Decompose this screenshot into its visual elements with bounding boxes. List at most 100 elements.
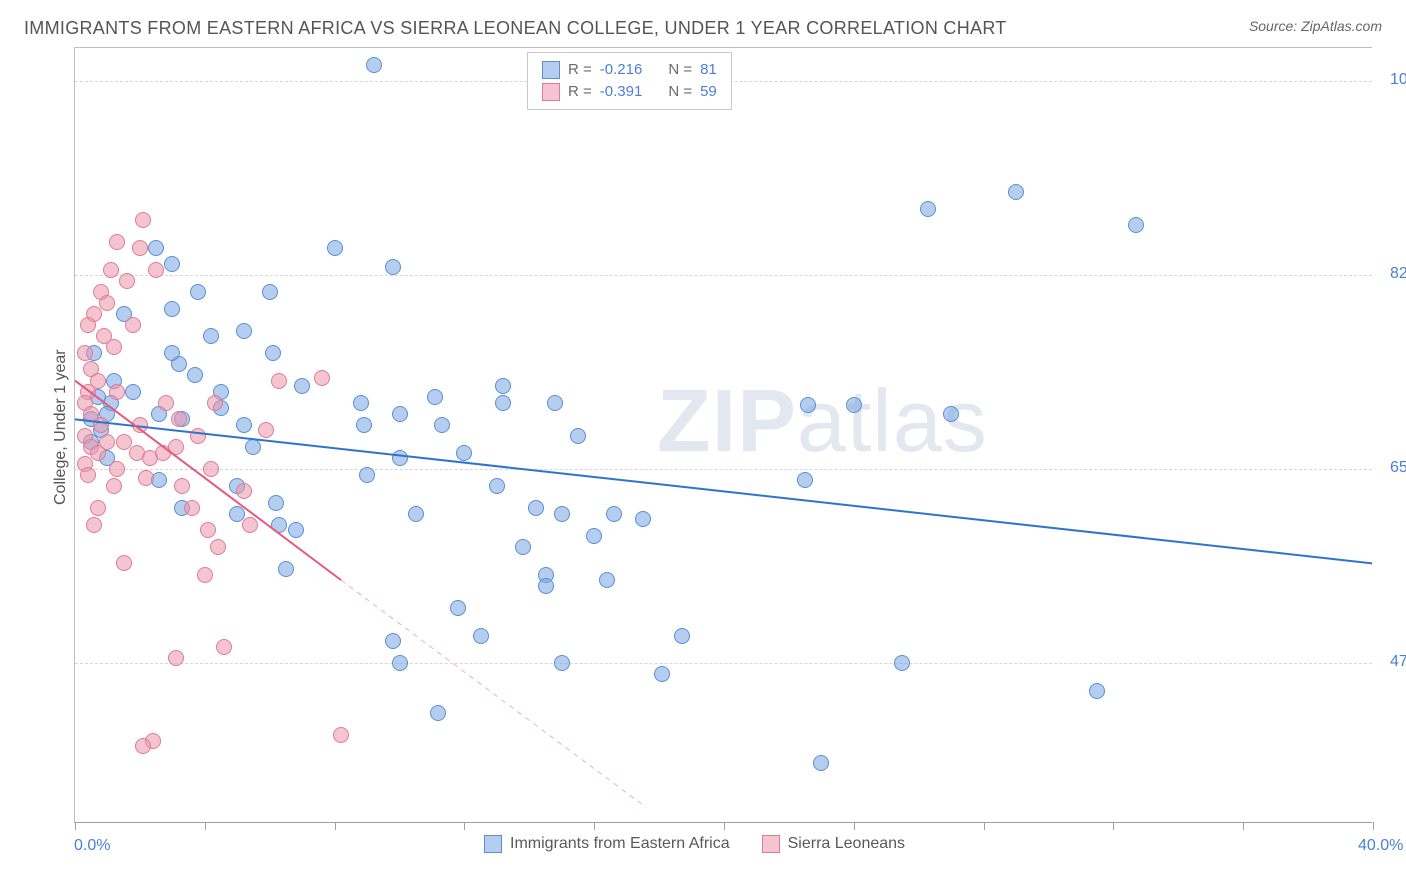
data-point [116, 555, 132, 571]
series-legend-item: Immigrants from Eastern Africa [484, 835, 730, 853]
data-point [599, 572, 615, 588]
data-point [495, 378, 511, 394]
data-point [800, 397, 816, 413]
data-point [606, 506, 622, 522]
y-tick-label: 65.0% [1372, 459, 1406, 477]
data-point [294, 378, 310, 394]
y-tick-label: 100.0% [1372, 71, 1406, 89]
data-point [635, 511, 651, 527]
watermark: ZIPatlas [657, 370, 988, 472]
data-point [158, 395, 174, 411]
data-point [135, 212, 151, 228]
x-tick [984, 822, 985, 830]
legend-r-label: R = [568, 59, 592, 81]
data-point [138, 470, 154, 486]
data-point [427, 389, 443, 405]
y-tick-label: 82.5% [1372, 265, 1406, 283]
x-axis-max-label: 40.0% [1358, 837, 1403, 855]
data-point [106, 478, 122, 494]
data-point [174, 478, 190, 494]
series-legend: Immigrants from Eastern Africa Sierra Leo… [484, 835, 905, 853]
chart-title: IMMIGRANTS FROM EASTERN AFRICA VS SIERRA… [24, 18, 1007, 39]
x-tick [1243, 822, 1244, 830]
data-point [200, 522, 216, 538]
data-point [570, 428, 586, 444]
data-point [207, 395, 223, 411]
data-point [119, 273, 135, 289]
data-point [164, 301, 180, 317]
data-point [168, 650, 184, 666]
data-point [1128, 217, 1144, 233]
data-point [203, 328, 219, 344]
data-point [674, 628, 690, 644]
data-point [797, 472, 813, 488]
data-point [135, 738, 151, 754]
data-point [236, 417, 252, 433]
data-point [99, 295, 115, 311]
x-tick [75, 822, 76, 830]
x-tick [464, 822, 465, 830]
y-axis-title: College, Under 1 year [52, 349, 70, 505]
data-point [271, 373, 287, 389]
data-point [528, 500, 544, 516]
data-point [80, 467, 96, 483]
correlation-legend-row: R =-0.391N =59 [542, 81, 717, 103]
data-point [392, 655, 408, 671]
data-point [920, 201, 936, 217]
data-point [846, 397, 862, 413]
data-point [654, 666, 670, 682]
chart-source: Source: ZipAtlas.com [1249, 18, 1382, 34]
data-point [190, 284, 206, 300]
data-point [265, 345, 281, 361]
data-point [125, 317, 141, 333]
data-point [187, 367, 203, 383]
data-point [148, 240, 164, 256]
data-point [314, 370, 330, 386]
data-point [434, 417, 450, 433]
data-point [547, 395, 563, 411]
data-point [538, 578, 554, 594]
chart-header: IMMIGRANTS FROM EASTERN AFRICA VS SIERRA… [0, 0, 1406, 47]
data-point [1089, 683, 1105, 699]
data-point [408, 506, 424, 522]
data-point [495, 395, 511, 411]
data-point [489, 478, 505, 494]
data-point [586, 528, 602, 544]
x-tick [594, 822, 595, 830]
data-point [456, 445, 472, 461]
data-point [554, 655, 570, 671]
data-point [109, 234, 125, 250]
data-point [236, 483, 252, 499]
data-point [245, 439, 261, 455]
data-point [554, 506, 570, 522]
data-point [392, 450, 408, 466]
data-point [353, 395, 369, 411]
legend-swatch [542, 83, 560, 101]
data-point [184, 500, 200, 516]
data-point [90, 500, 106, 516]
x-tick [335, 822, 336, 830]
data-point [86, 517, 102, 533]
data-point [943, 406, 959, 422]
data-point [473, 628, 489, 644]
data-point [103, 262, 119, 278]
series-legend-item: Sierra Leoneans [762, 835, 905, 853]
data-point [132, 417, 148, 433]
correlation-legend: R =-0.216N =81R =-0.391N =59 [527, 52, 732, 110]
legend-swatch [484, 835, 502, 853]
data-point [109, 384, 125, 400]
gridline [75, 469, 1372, 470]
data-point [148, 262, 164, 278]
gridline [75, 275, 1372, 276]
data-point [385, 259, 401, 275]
data-point [77, 345, 93, 361]
x-tick [854, 822, 855, 830]
gridline [75, 663, 1372, 664]
x-tick [205, 822, 206, 830]
legend-swatch [762, 835, 780, 853]
series-legend-label: Sierra Leoneans [788, 835, 905, 853]
x-tick [724, 822, 725, 830]
data-point [430, 705, 446, 721]
data-point [356, 417, 372, 433]
series-legend-label: Immigrants from Eastern Africa [510, 835, 730, 853]
